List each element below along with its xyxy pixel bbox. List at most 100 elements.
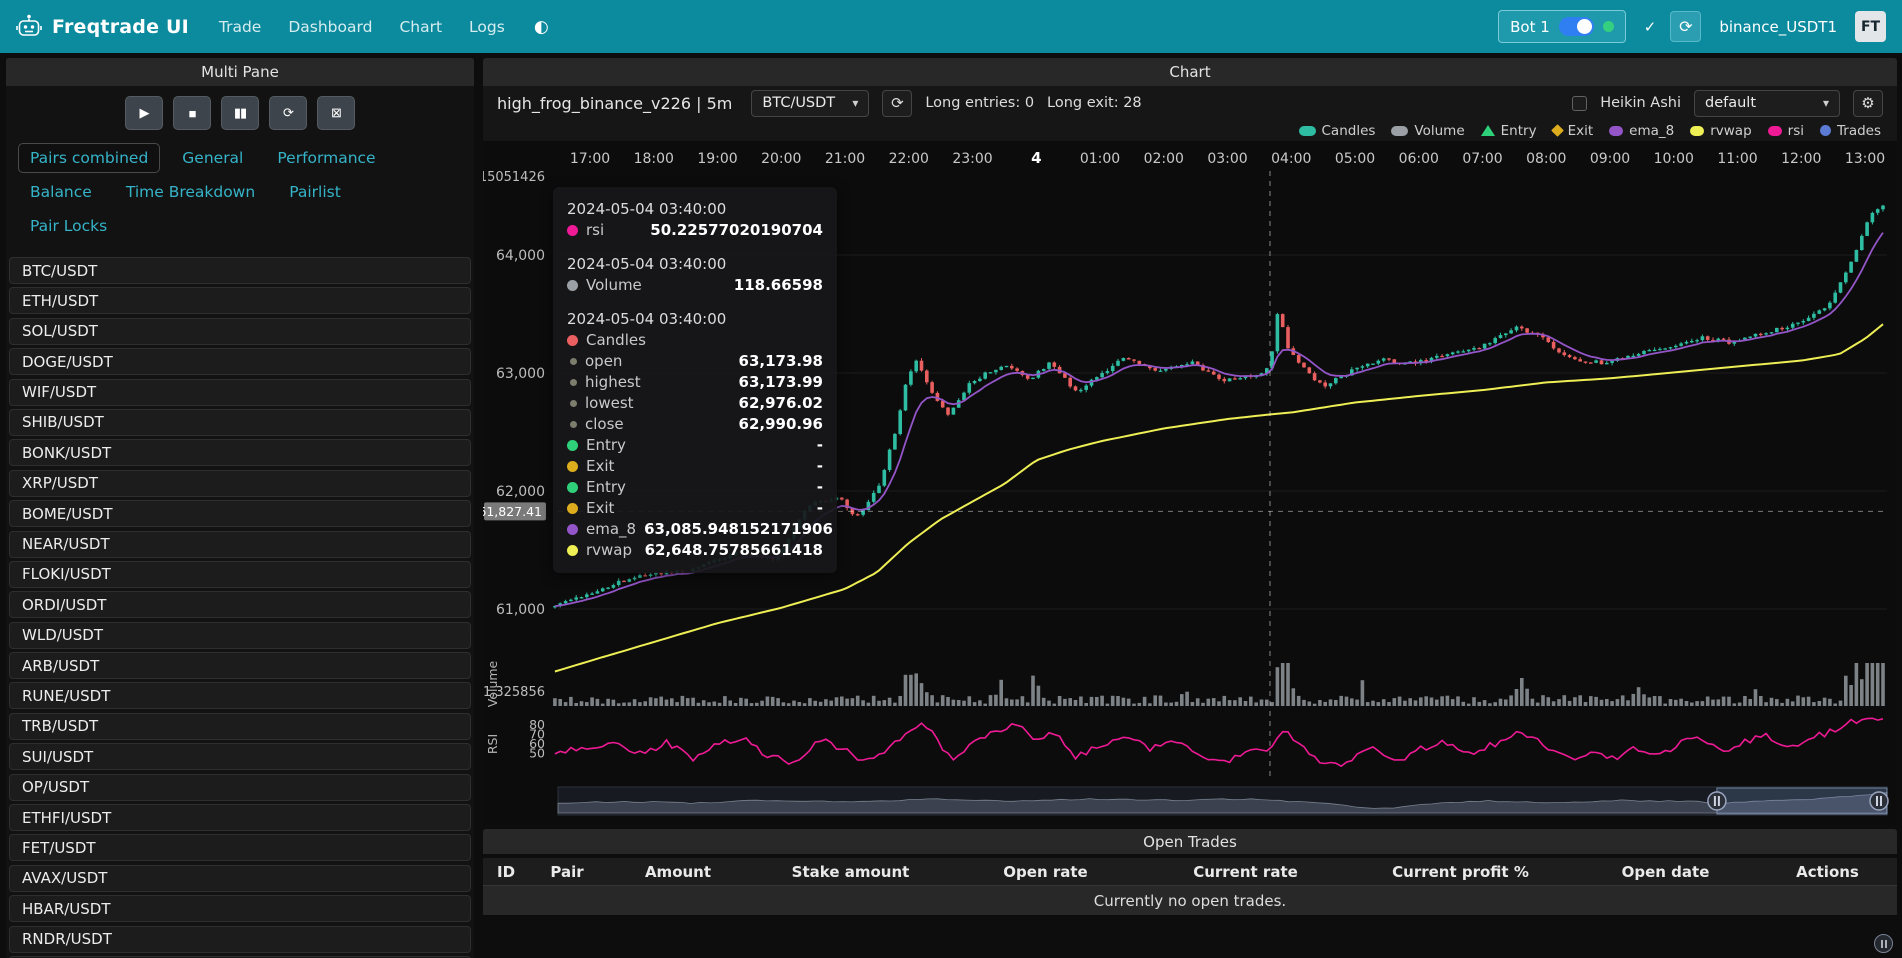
sidebar-tab-time-breakdown[interactable]: Time Breakdown [125,183,256,201]
pair-list-item-avax-usdt[interactable]: AVAX/USDT [9,864,471,892]
exit-dot-icon [567,461,578,472]
rvwap-dot-icon [567,545,578,556]
legend-item-entry[interactable]: Entry [1480,122,1537,139]
tooltip-row-ema-8: ema_8 63,085.948152171906 [567,519,833,540]
chart-refresh-button[interactable]: ⟳ [882,89,913,117]
pause-button[interactable]: ▮▮ [221,96,259,130]
navigator-handle[interactable] [1869,791,1889,811]
legend-item-volume[interactable]: Volume [1391,123,1465,139]
tooltip-label: Entry [586,436,626,454]
nav-link-chart[interactable]: Chart [399,17,443,36]
tooltip-row-highest: highest 63,173.99 [567,372,823,393]
tooltip-date: 2024-05-04 03:40:00 [567,310,727,328]
tooltip-value: 62,990.96 [738,415,823,433]
pair-list-item-sui-usdt[interactable]: SUI/USDT [9,743,471,771]
long-exits-label: Long exit: 28 [1047,95,1142,111]
pair-list-item-trb-usdt[interactable]: TRB/USDT [9,712,471,740]
tooltip-value: 62,648.75785661418 [644,541,823,559]
navbar-refresh-button[interactable]: ⟳ [1670,11,1702,42]
svg-text:515051426: 515051426 [483,170,545,185]
reset-layout-button[interactable]: ⊠ [317,96,355,130]
sidebar-tab-pairlist[interactable]: Pairlist [289,183,341,201]
tooltip-row-rvwap: rvwap 62,648.75785661418 [567,540,823,561]
volume-bars [553,663,1885,706]
close-dot-icon [570,421,577,428]
pair-list-item-op-usdt[interactable]: OP/USDT [9,773,471,801]
pair-list-item-floki-usdt[interactable]: FLOKI/USDT [9,560,471,588]
svg-text:09:00: 09:00 [1590,151,1630,167]
pair-list-item-doge-usdt[interactable]: DOGE/USDT [9,348,471,376]
pane-resize-handle[interactable] [1874,934,1893,953]
heikin-ashi-checkbox[interactable] [1572,95,1588,111]
pair-list-item-arb-usdt[interactable]: ARB/USDT [9,652,471,680]
legend-label: rvwap [1710,122,1752,139]
bot-name-label: Bot 1 [1510,17,1550,36]
nav-link-trade[interactable]: Trade [218,17,262,36]
sidebar-tab-performance[interactable]: Performance [277,149,376,167]
nav-link-logs[interactable]: Logs [469,17,505,36]
plot-config-select[interactable]: default ▾ [1694,89,1840,117]
pair-list-item-wif-usdt[interactable]: WIF/USDT [9,378,471,406]
reload-button[interactable]: ⟳ [269,96,307,130]
pair-list-item-bome-usdt[interactable]: BOME/USDT [9,500,471,528]
legend-item-trades[interactable]: Trades [1820,123,1881,139]
tooltip-row-rsi: rsi 50.22577020190704 [567,220,823,241]
svg-text:22:00: 22:00 [889,151,929,167]
legend-item-rsi[interactable]: rsi [1767,123,1804,139]
pair-list-item-ordi-usdt[interactable]: ORDI/USDT [9,591,471,619]
chart-canvas[interactable]: 17:00 18:00 19:00 20:00 21:00 22:00 23:00 4 01:0… [483,141,1897,825]
pair-list-item-shib-usdt[interactable]: SHIB/USDT [9,408,471,436]
bot-toggle[interactable] [1558,17,1594,36]
pair-list-item-xrp-usdt[interactable]: XRP/USDT [9,469,471,497]
stop-button[interactable]: ■ [173,96,211,130]
svg-text:70: 70 [529,727,545,742]
sidebar-tab-pair-locks[interactable]: Pair Locks [30,217,108,235]
sidebar-tab-pairs-combined[interactable]: Pairs combined [18,143,161,173]
svg-text:62,000: 62,000 [496,484,545,500]
pair-list-item-near-usdt[interactable]: NEAR/USDT [9,530,471,558]
pair-list-item-btc-usdt[interactable]: BTC/USDT [9,257,471,284]
pair-select[interactable]: BTC/USDT ▾ [751,89,870,117]
pair-list-item-fet-usdt[interactable]: FET/USDT [9,834,471,862]
tooltip-row-volume: Volume 118.66598 [567,275,823,296]
theme-toggle-icon[interactable]: ◐ [533,16,549,37]
pair-list-item-hbar-usdt[interactable]: HBAR/USDT [9,895,471,923]
plot-settings-gear-button[interactable]: ⚙ [1853,89,1883,117]
pair-list-item-bonk-usdt[interactable]: BONK/USDT [9,439,471,467]
legend-item-ema-8[interactable]: ema_8 [1609,123,1674,139]
legend-label: Exit [1567,122,1594,139]
ema-8-dot-icon [567,524,578,535]
pair-list-item-eth-usdt[interactable]: ETH/USDT [9,287,471,315]
tooltip-label: lowest [585,394,634,412]
bot-selector[interactable]: Bot 1 [1498,10,1626,43]
sidebar-controls: ▶ ■ ▮▮ ⟳ ⊠ [6,96,474,130]
chart-region[interactable]: 17:00 18:00 19:00 20:00 21:00 22:00 23:00 4 01:0… [483,141,1897,825]
play-button[interactable]: ▶ [125,96,163,130]
pair-list-item-ethfi-usdt[interactable]: ETHFI/USDT [9,804,471,832]
nav-link-dashboard[interactable]: Dashboard [288,17,373,36]
svg-text:02:00: 02:00 [1144,151,1184,167]
nav-links: Trade Dashboard Chart Logs [219,18,532,36]
tooltip-row-exit: Exit - [567,498,823,519]
tooltip-label: Volume [586,276,642,294]
svg-text:4: 4 [1031,149,1041,167]
navigator-handle[interactable] [1707,791,1727,811]
volume-pane-label: Volume [485,660,500,707]
pair-list-item-rune-usdt[interactable]: RUNE/USDT [9,682,471,710]
legend-item-candles[interactable]: Candles [1298,123,1375,139]
legend-item-exit[interactable]: Exit [1550,122,1594,139]
column-header-current-rate: Current rate [1193,862,1298,881]
legend-item-rvwap[interactable]: rvwap [1690,122,1752,139]
rvwap-marker-icon [1690,125,1705,136]
sidebar-tab-general[interactable]: General [182,149,244,167]
column-header-actions: Actions [1796,862,1859,881]
pair-list-item-sol-usdt[interactable]: SOL/USDT [9,317,471,345]
sidebar-tab-balance[interactable]: Balance [30,183,92,201]
svg-text:05:00: 05:00 [1335,151,1375,167]
legend-label: Entry [1500,122,1537,139]
open-dot-icon [570,358,577,365]
pair-list-item-rndr-usdt[interactable]: RNDR/USDT [9,925,471,953]
user-avatar[interactable]: FT [1855,11,1886,42]
pair-list-item-wld-usdt[interactable]: WLD/USDT [9,621,471,649]
x-axis-labels: 17:00 18:00 19:00 20:00 21:00 22:00 23:00 4 01:0… [570,149,1885,167]
